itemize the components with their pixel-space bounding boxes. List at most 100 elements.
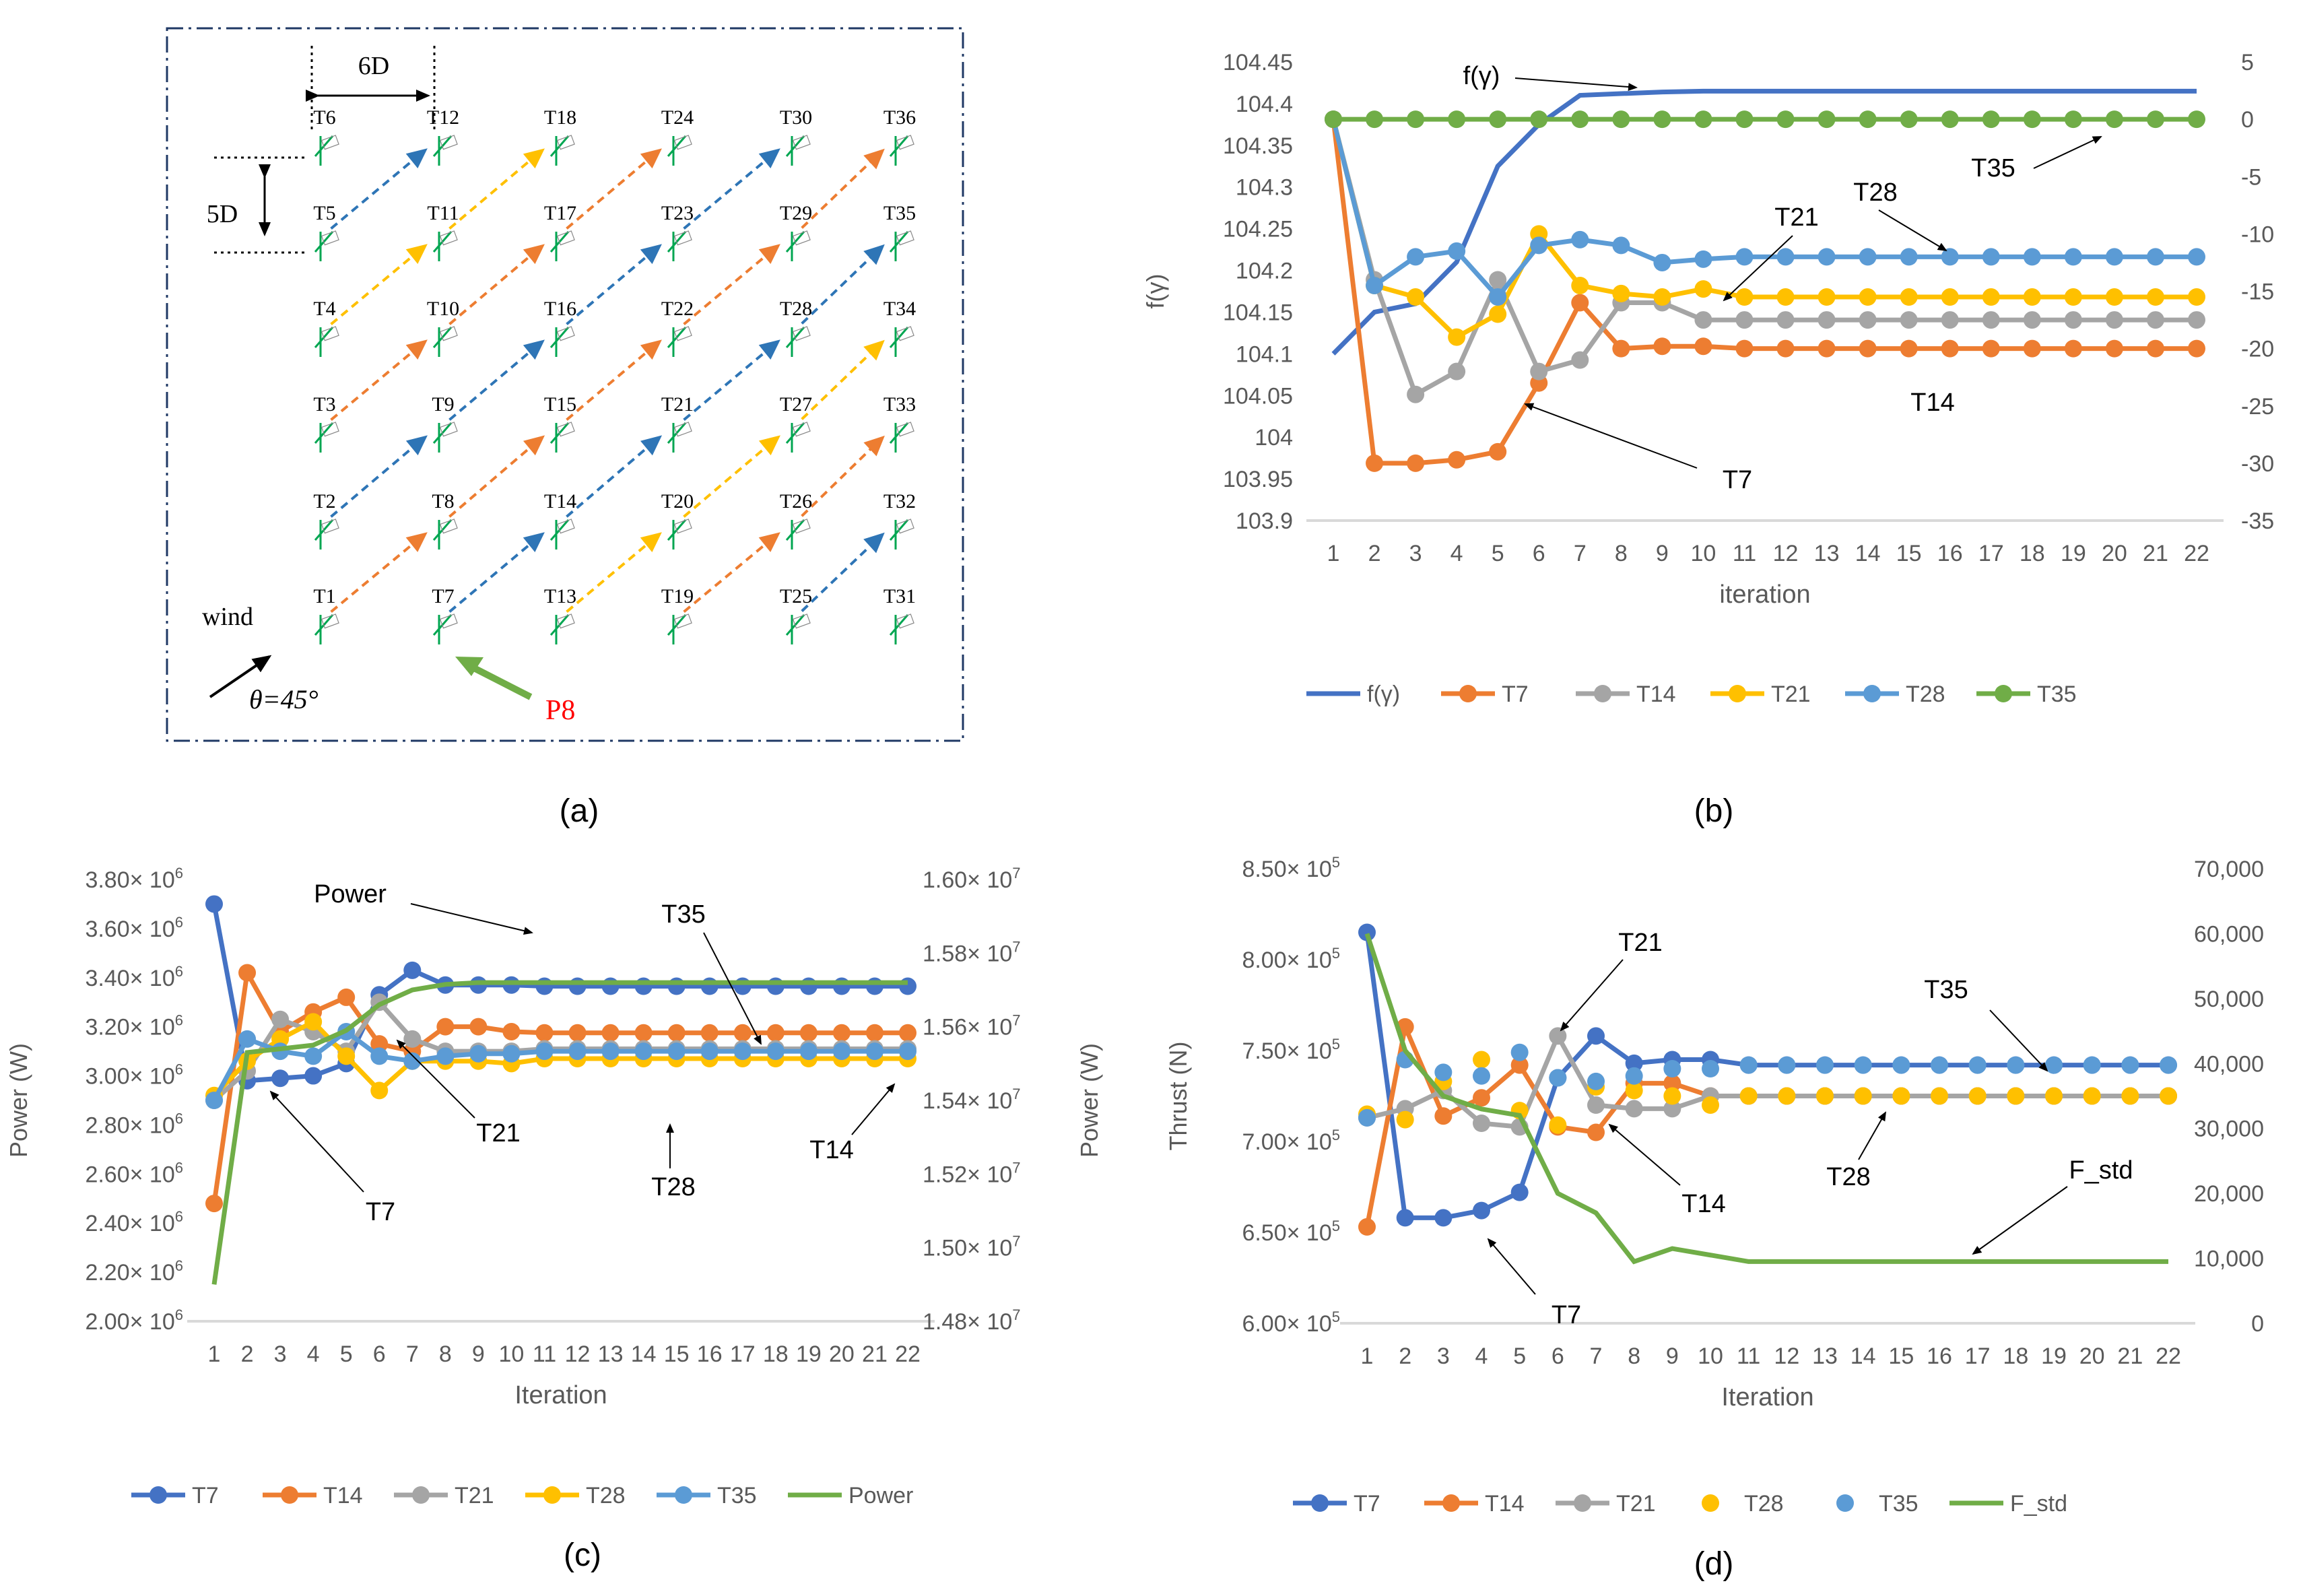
turbine-t2: T2 <box>313 490 339 550</box>
wake-arrow-line <box>448 347 535 421</box>
y2-axis-title: Power (W) <box>1075 1043 1103 1158</box>
y2-tick-label: 70,000 <box>2194 857 2264 882</box>
legend-label: T14 <box>323 1483 363 1508</box>
y2-tick-label: -25 <box>2241 394 2274 420</box>
data-point <box>1735 288 1754 306</box>
data-point <box>1941 248 1959 266</box>
series-line <box>1331 88 2197 356</box>
series-line <box>211 1028 908 1102</box>
x-axis-title: Iteration <box>514 1381 607 1409</box>
y2-tick-label: -10 <box>2241 222 2274 247</box>
data-point <box>1549 1027 1567 1045</box>
annotation-label: f(γ) <box>1463 62 1500 90</box>
turbine-label: T5 <box>313 202 335 224</box>
data-point <box>832 1024 851 1042</box>
y2-tick-label: -35 <box>2241 508 2274 534</box>
data-point <box>271 1069 290 1088</box>
data-point <box>502 1044 521 1063</box>
caption: (c) <box>564 1537 601 1573</box>
data-point <box>469 1044 488 1063</box>
data-point <box>1366 110 1384 129</box>
turbine-t17: T17 <box>544 202 576 261</box>
turbine-nacelle <box>439 519 458 534</box>
data-point <box>799 977 818 995</box>
data-point <box>1778 1056 1796 1074</box>
data-point <box>2146 110 2164 129</box>
y2-tick-label: 5 <box>2241 50 2254 75</box>
x-axis-title: Iteration <box>1721 1383 1813 1411</box>
x-tick-label: 15 <box>664 1341 690 1367</box>
wake-arrow-line <box>330 539 418 613</box>
y-tick-label: 103.95 <box>1223 467 1293 492</box>
x-tick-label: 12 <box>565 1341 591 1367</box>
turbine-t34: T34 <box>883 298 916 357</box>
y-axis-title: Thrust (N) <box>1164 1042 1192 1151</box>
series-f- <box>1331 88 2197 356</box>
legend-swatch-marker <box>1863 685 1881 702</box>
data-point <box>1982 288 2000 306</box>
turbine-t27: T27 <box>780 393 812 453</box>
y-tick-label: 3.20× 106 <box>85 1012 183 1040</box>
y2-tick-label: 40,000 <box>2194 1051 2264 1077</box>
turbine-nacelle <box>321 422 339 437</box>
data-point <box>832 1042 851 1061</box>
turbine-label: T25 <box>780 585 812 607</box>
legend: T7 T14 T21 T28 T35 F_std <box>1293 1491 2067 1517</box>
annotation: T35 <box>1971 136 2102 182</box>
turbine-t15: T15 <box>544 393 576 453</box>
x-tick-label: 8 <box>1628 1343 1640 1369</box>
data-point <box>370 1047 389 1065</box>
turbine-label: T13 <box>544 585 576 607</box>
annotation: T14 <box>1608 1123 1726 1218</box>
wake-arrow-head <box>523 339 545 360</box>
y-tick-label: 3.40× 106 <box>85 963 183 991</box>
data-point <box>1434 1107 1453 1125</box>
turbine-t33: T33 <box>883 393 916 453</box>
turbine-label: T12 <box>427 106 459 129</box>
annotation-label: T7 <box>1723 466 1752 494</box>
legend-item: T7 <box>1293 1491 1380 1517</box>
series-line <box>1331 119 2197 301</box>
legend-swatch-marker <box>1729 685 1746 702</box>
data-point <box>667 977 686 995</box>
data-point <box>700 1024 719 1042</box>
legend-item: F_std <box>1949 1491 2067 1517</box>
wake-arrow-line <box>566 251 653 325</box>
data-point <box>1735 339 1754 358</box>
data-point <box>370 1035 389 1053</box>
wake-arrow-line <box>801 347 876 420</box>
wake-arrow-head <box>758 148 780 169</box>
wake-arrow-head <box>640 148 662 169</box>
y-tick-label: 103.9 <box>1236 508 1293 534</box>
y-tick-label: 104.3 <box>1236 175 1293 201</box>
turbine-label: T3 <box>313 393 335 415</box>
data-point <box>1612 284 1630 302</box>
spacing-x-label: 6D <box>358 52 389 80</box>
data-point <box>899 1042 916 1061</box>
data-point <box>1694 110 1712 129</box>
data-point <box>1448 362 1466 380</box>
legend-item: T7 <box>1441 681 1529 707</box>
data-point <box>1776 339 1795 358</box>
turbine-label: T28 <box>780 298 812 320</box>
legend-swatch-marker <box>1574 1494 1591 1512</box>
turbine-label: T15 <box>544 393 576 415</box>
x-axis-title: iteration <box>1719 580 1810 609</box>
y2-tick-label: 10,000 <box>2194 1246 2264 1272</box>
data-point <box>1816 1056 1834 1074</box>
y-tick-label: 2.80× 106 <box>85 1110 183 1138</box>
wake-arrow-line <box>330 347 418 421</box>
turbine-t8: T8 <box>432 490 458 550</box>
layout-frame <box>166 27 964 742</box>
turbine-label: T18 <box>544 106 576 129</box>
annotation-label: T21 <box>1618 929 1662 957</box>
data-point <box>700 1042 719 1061</box>
turbine-label: T22 <box>661 298 694 320</box>
annotation-arrow <box>1487 1238 1536 1295</box>
y2-tick-label: 0 <box>2241 107 2254 133</box>
data-point <box>1571 351 1589 369</box>
wind-label: wind <box>202 603 253 631</box>
data-point <box>1407 454 1425 472</box>
x-tick-label: 17 <box>730 1341 756 1367</box>
turbine-t1: T1 <box>313 585 339 644</box>
